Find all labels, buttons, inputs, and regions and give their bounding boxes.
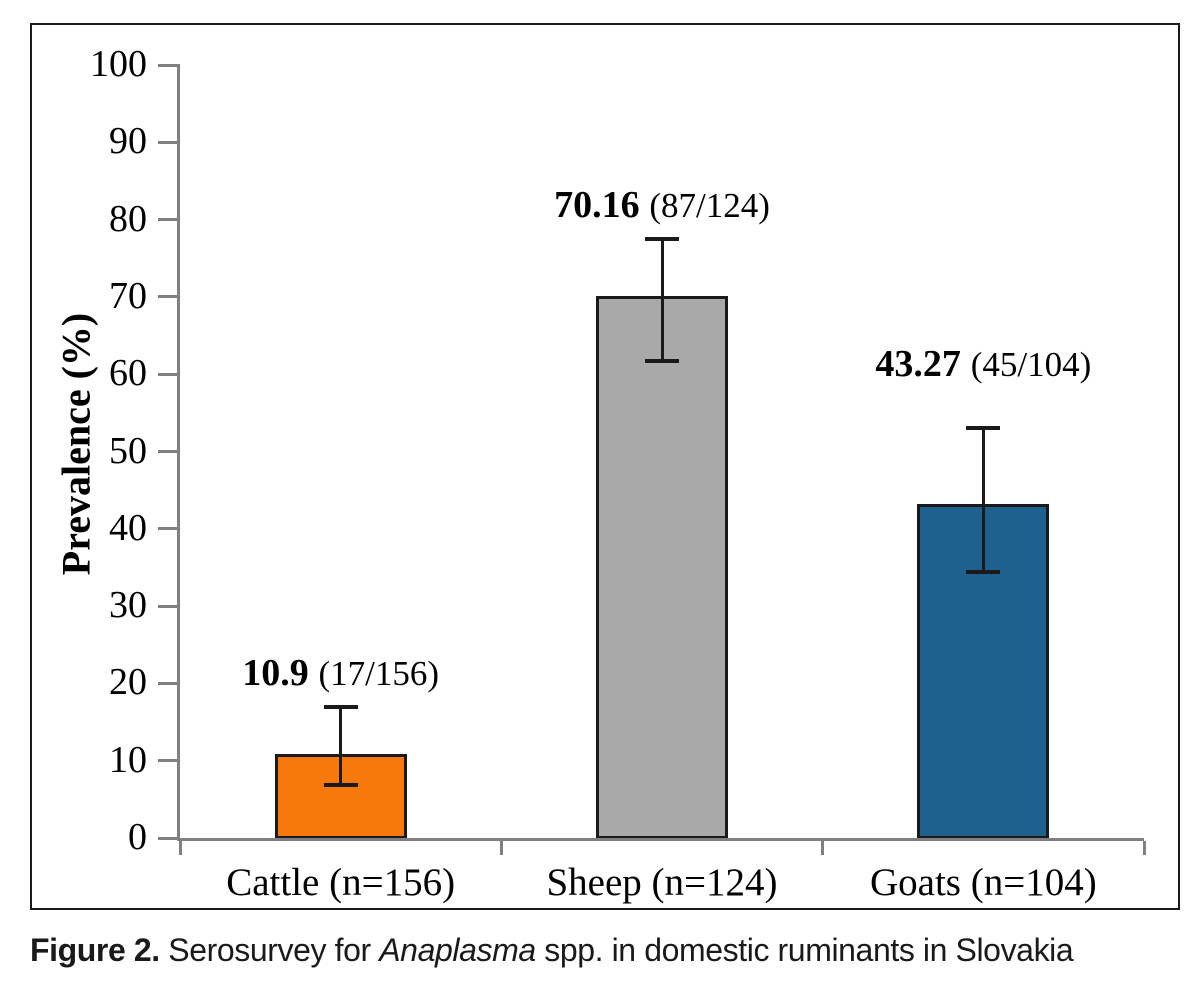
y-tick-mark <box>158 372 180 376</box>
y-tick-mark <box>158 295 180 299</box>
y-tick-mark <box>158 450 180 453</box>
y-tick-label: 70 <box>109 275 147 318</box>
y-tick-mark <box>158 759 180 763</box>
error-bar-sheep <box>660 238 664 362</box>
chart-panel: Prevalence (%) 0 10 20 30 40 50 60 70 80 90 100 10.… <box>30 23 1180 910</box>
y-tick-label: 40 <box>109 506 147 549</box>
y-axis-title: Prevalence (%) <box>53 312 99 576</box>
x-tick-mark <box>499 841 503 855</box>
caption-figure-label: Figure 2. <box>30 932 160 968</box>
y-tick-label: 90 <box>109 120 147 163</box>
y-tick-mark <box>158 604 180 608</box>
bar-label-fraction: (87/124) <box>649 185 770 225</box>
x-category-label-cattle: Cattle (n=156) <box>226 861 456 904</box>
y-tick-label: 0 <box>128 816 147 859</box>
y-tick-label: 80 <box>109 197 147 240</box>
x-category-label-goats: Goats (n=104) <box>869 861 1097 904</box>
error-bar-cap-bottom <box>966 570 1001 575</box>
y-tick-label: 10 <box>109 738 147 781</box>
y-tick-label: 100 <box>90 43 147 86</box>
y-tick-mark <box>158 681 180 685</box>
bar-label-fraction: (45/104) <box>970 345 1092 385</box>
bar-value-label-sheep: 70.16 (87/124) <box>554 186 770 224</box>
y-tick-label: 50 <box>109 429 147 472</box>
error-bar-cap-bottom <box>323 782 358 787</box>
y-tick-mark <box>158 140 180 144</box>
y-tick-label: 20 <box>109 661 147 704</box>
y-tick-mark <box>158 836 180 840</box>
bar-value-label-cattle: 10.9 (17/156) <box>242 654 439 692</box>
caption-text-before: Serosurvey for <box>159 932 380 968</box>
y-tick-mark <box>158 527 180 531</box>
bar-label-fraction: (17/156) <box>318 654 440 694</box>
x-category-label-sheep: Sheep (n=124) <box>546 861 778 904</box>
error-bar-goats <box>981 428 985 573</box>
error-bar-cap-bottom <box>645 359 679 364</box>
bar-value-label-goats: 43.27 (45/104) <box>875 345 1091 383</box>
y-tick-mark <box>158 218 180 222</box>
error-bar-cap-top <box>966 426 1001 431</box>
error-bar-cap-top <box>323 705 358 710</box>
y-tick-mark <box>158 63 180 67</box>
caption-italic-term: Anaplasma <box>379 932 536 968</box>
figure-caption: Figure 2. Serosurvey for Anaplasma spp. … <box>30 932 1074 969</box>
bar-label-value: 10.9 <box>242 652 309 695</box>
x-tick-mark <box>178 841 182 855</box>
error-bar-cattle <box>339 707 343 785</box>
y-tick-label: 30 <box>109 584 147 627</box>
plot-area: Prevalence (%) 0 10 20 30 40 50 60 70 80 90 100 10.… <box>54 43 1146 904</box>
error-bar-cap-top <box>645 236 679 241</box>
x-tick-mark <box>821 841 825 855</box>
bar-label-value: 70.16 <box>554 183 640 226</box>
caption-text-after: spp. in domestic ruminants in Slovakia <box>535 932 1074 968</box>
y-tick-label: 60 <box>109 352 147 395</box>
x-tick-mark <box>1142 841 1146 855</box>
bar-sheep <box>596 295 728 838</box>
bar-label-value: 43.27 <box>875 343 961 386</box>
